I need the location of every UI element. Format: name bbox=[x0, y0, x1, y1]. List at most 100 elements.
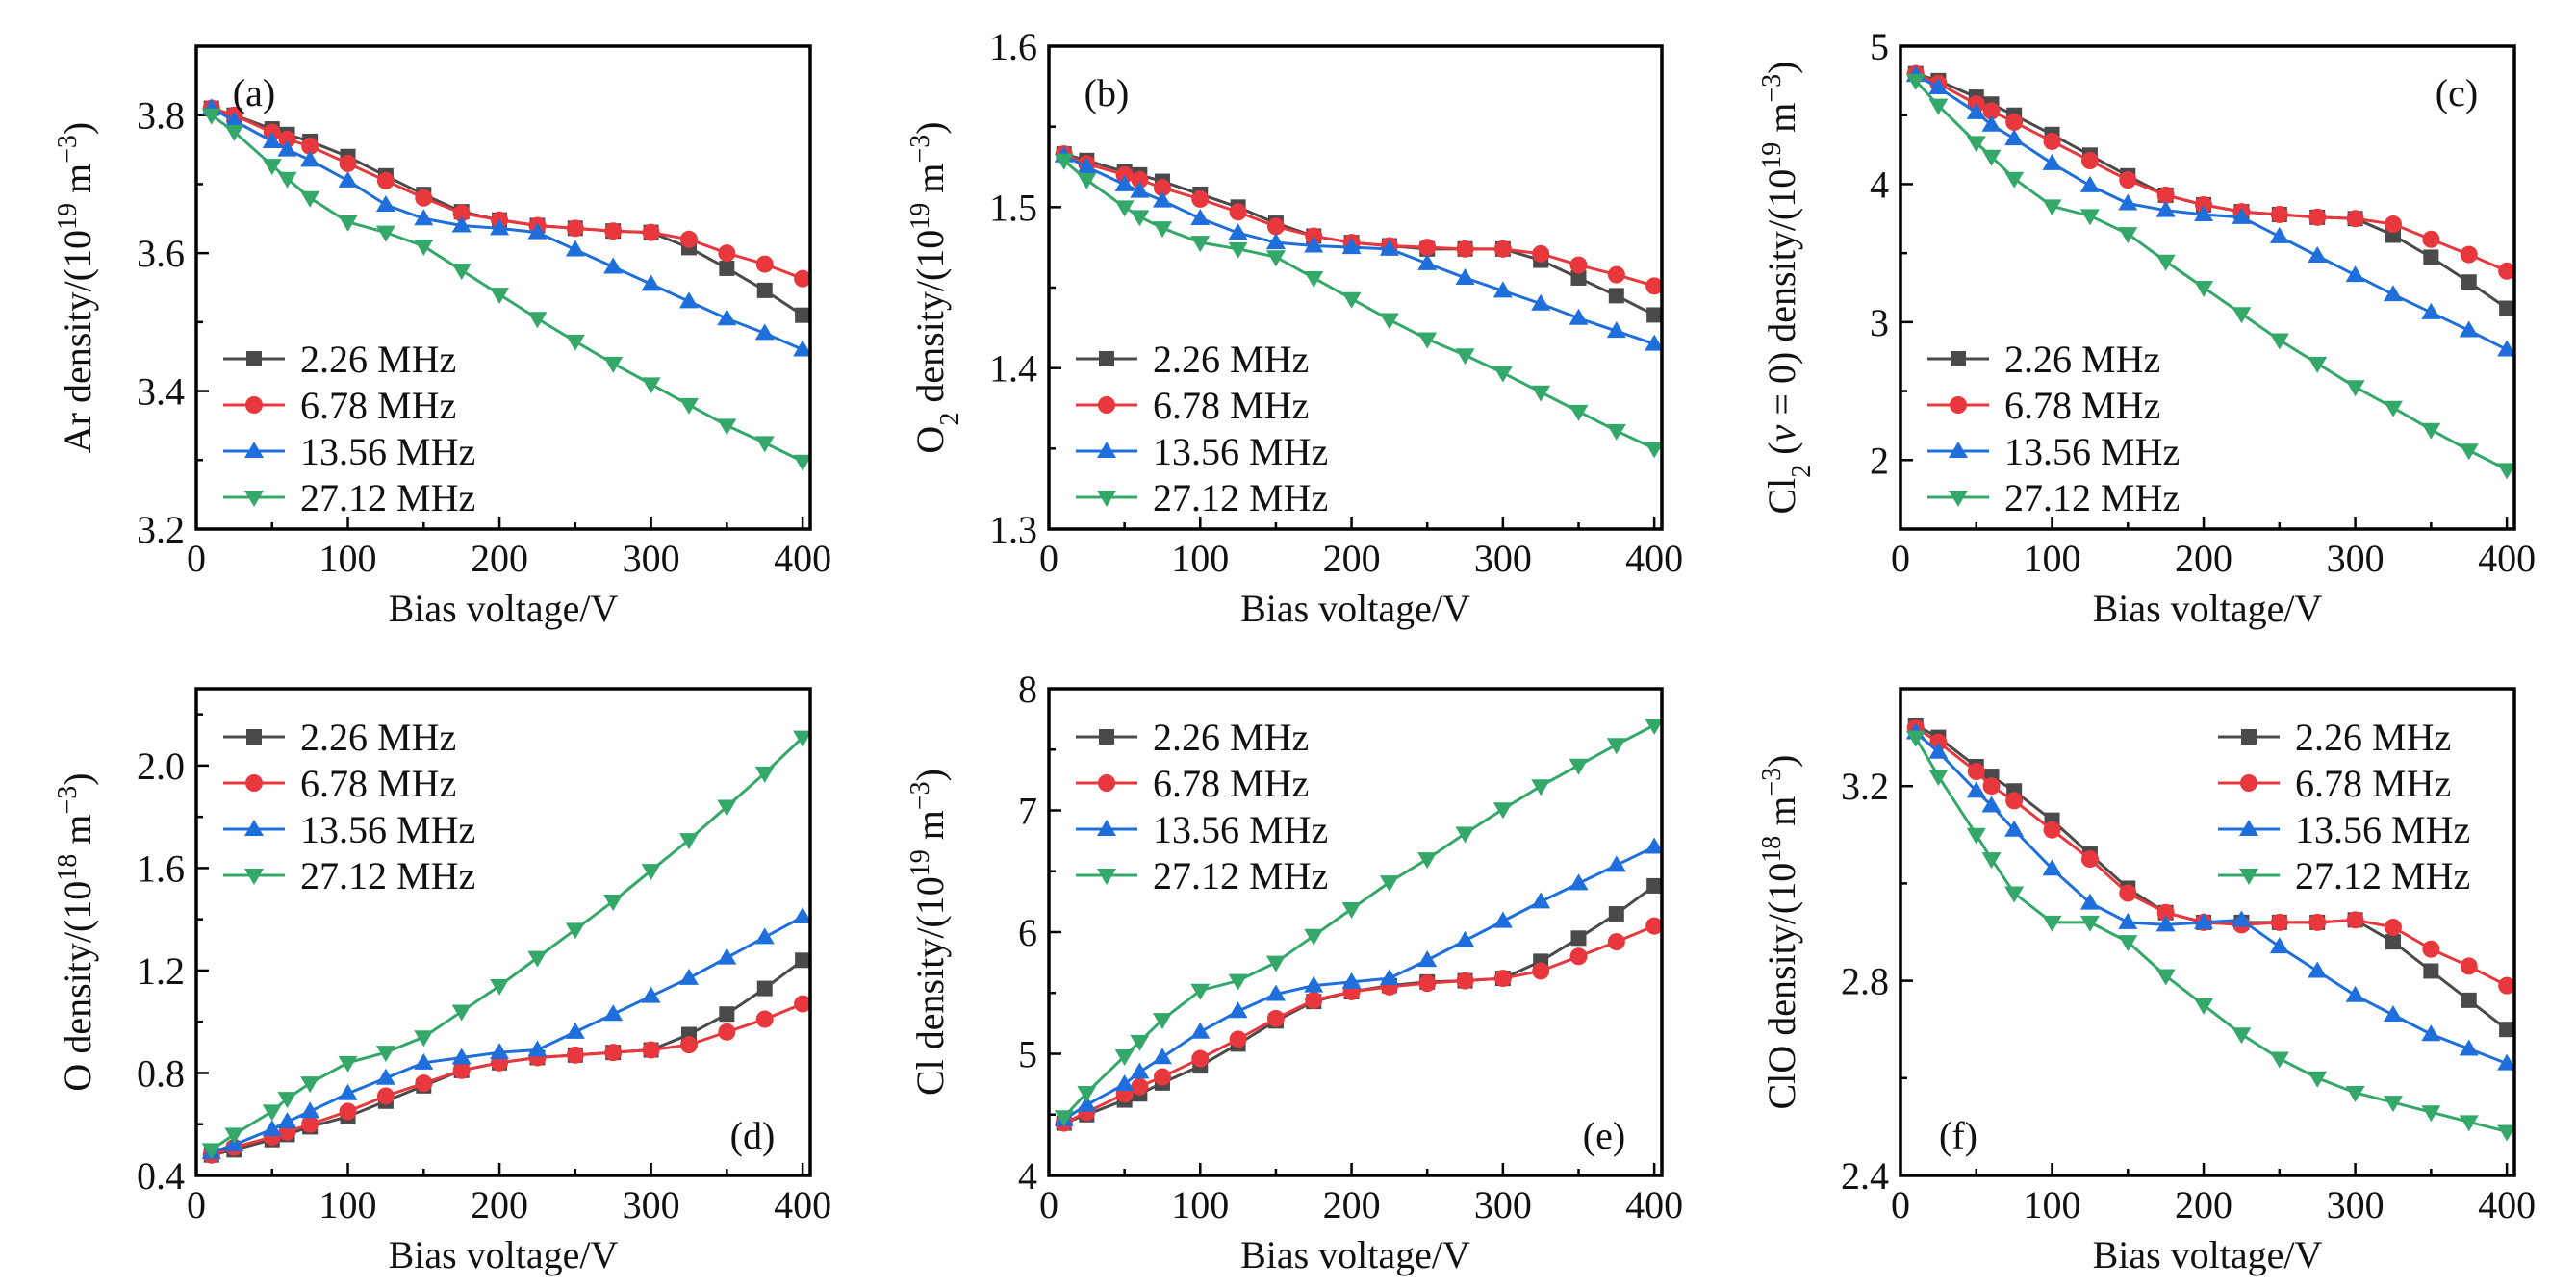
y-axis-label: O2 density/(1019 m−3) bbox=[905, 121, 965, 453]
legend-marker-triangle-down bbox=[2239, 869, 2258, 885]
data-point bbox=[1981, 149, 2002, 166]
data-point bbox=[490, 1043, 510, 1060]
plot-area bbox=[201, 98, 810, 471]
legend-label: 27.12 MHz bbox=[2295, 854, 2470, 897]
data-point bbox=[375, 1046, 395, 1063]
data-point bbox=[224, 1127, 244, 1145]
plot-frame bbox=[194, 687, 812, 1177]
data-point bbox=[2497, 1053, 2514, 1071]
data-point bbox=[1905, 73, 1926, 90]
y-tick-label: 8 bbox=[1018, 668, 1037, 711]
y-axis-label-segment: m bbox=[56, 815, 99, 854]
data-point bbox=[2385, 934, 2401, 950]
y-tick-label: 1.4 bbox=[989, 347, 1037, 391]
y-axis-label: ClO density/(1018 m−3) bbox=[1757, 755, 1804, 1110]
plot-frame bbox=[1899, 44, 2516, 531]
data-point bbox=[376, 1087, 395, 1105]
data-point bbox=[2004, 171, 2025, 189]
data-point bbox=[2079, 893, 2100, 910]
x-axis-label: Bias voltage/V bbox=[2093, 1233, 2323, 1276]
data-point bbox=[1229, 1030, 1247, 1048]
data-point bbox=[2004, 886, 2025, 903]
data-point bbox=[603, 356, 624, 373]
data-point bbox=[1228, 1001, 1248, 1019]
x-tick-label: 300 bbox=[623, 537, 680, 580]
data-point bbox=[2421, 1024, 2441, 1042]
legend-label: 2.26 MHz bbox=[300, 338, 456, 381]
data-point bbox=[1531, 892, 1551, 909]
legend-item: 27.12 MHz bbox=[1076, 476, 1328, 519]
data-point bbox=[1417, 332, 1438, 349]
data-point bbox=[565, 922, 585, 940]
legend-marker-triangle-down bbox=[1097, 491, 1116, 507]
data-point bbox=[1265, 984, 1286, 1001]
data-point bbox=[1531, 779, 1551, 796]
data-point bbox=[338, 1083, 358, 1100]
legend-label: 6.78 MHz bbox=[2295, 762, 2451, 805]
data-point bbox=[224, 124, 244, 141]
legend-label: 6.78 MHz bbox=[300, 384, 456, 427]
x-tick-label: 400 bbox=[1625, 1183, 1683, 1226]
legend-marker-square bbox=[1099, 351, 1114, 366]
data-point bbox=[2383, 400, 2403, 417]
data-point bbox=[2423, 249, 2439, 265]
data-point bbox=[754, 436, 775, 453]
x-tick-label: 200 bbox=[2175, 537, 2232, 580]
legend-marker-circle bbox=[245, 396, 263, 414]
data-point bbox=[415, 189, 433, 207]
data-point bbox=[2194, 281, 2214, 297]
data-point bbox=[262, 159, 282, 176]
legend-marker-square bbox=[2241, 729, 2257, 745]
data-point bbox=[375, 1068, 395, 1085]
data-point bbox=[641, 377, 661, 394]
x-tick-label: 100 bbox=[1171, 537, 1229, 580]
data-point bbox=[1190, 209, 1211, 226]
x-tick-label: 200 bbox=[1323, 1183, 1381, 1226]
y-axis-label-segment: Ar density/(10 bbox=[56, 230, 99, 453]
y-axis-label-segment: ) bbox=[908, 121, 952, 134]
data-point bbox=[1645, 718, 1662, 735]
data-point bbox=[451, 1048, 472, 1065]
data-point bbox=[755, 255, 774, 273]
data-point bbox=[1054, 153, 1074, 170]
y-tick-label: 5 bbox=[1870, 25, 1889, 68]
data-point bbox=[300, 1101, 320, 1119]
data-point bbox=[1191, 1049, 1210, 1068]
data-point bbox=[278, 130, 296, 148]
legend-marker-square bbox=[1099, 729, 1114, 745]
data-point bbox=[301, 1115, 319, 1133]
y-axis-label-segment: 2 bbox=[935, 413, 965, 426]
data-point bbox=[452, 1061, 471, 1079]
data-point bbox=[2232, 1027, 2252, 1045]
data-point bbox=[2042, 153, 2062, 170]
data-point bbox=[1569, 873, 1589, 891]
legend-marker-square bbox=[246, 351, 262, 366]
plot-area bbox=[1905, 717, 2514, 1142]
data-point bbox=[2079, 209, 2100, 226]
data-point bbox=[2155, 200, 2176, 217]
legend-marker-triangle-down bbox=[1949, 491, 1968, 507]
data-point bbox=[339, 1102, 357, 1121]
data-point bbox=[414, 239, 434, 256]
data-point bbox=[604, 222, 623, 240]
data-point bbox=[277, 139, 297, 157]
data-point bbox=[603, 1004, 624, 1022]
data-point bbox=[2155, 915, 2176, 932]
y-tick-label: 2.4 bbox=[1841, 1154, 1889, 1198]
panel-tag: (e) bbox=[1583, 1114, 1625, 1157]
legend-item: 6.78 MHz bbox=[223, 384, 456, 427]
data-point bbox=[1114, 174, 1135, 191]
data-point bbox=[1646, 307, 1662, 323]
data-point bbox=[1379, 313, 1399, 330]
series-line-2-26-MHz bbox=[211, 107, 803, 316]
legend-label: 13.56 MHz bbox=[300, 808, 475, 851]
data-point bbox=[1229, 203, 1247, 221]
data-point bbox=[719, 260, 735, 276]
data-point bbox=[1569, 256, 1588, 274]
legend-marker-triangle-up bbox=[244, 820, 264, 836]
y-axis-label-segment: m bbox=[908, 810, 952, 849]
data-point bbox=[1418, 974, 1437, 993]
